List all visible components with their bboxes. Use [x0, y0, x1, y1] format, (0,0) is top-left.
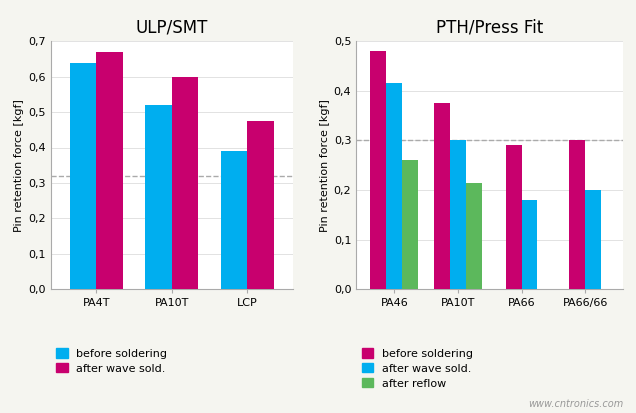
Bar	[96, 52, 123, 289]
Bar	[585, 190, 601, 289]
Bar	[434, 103, 450, 289]
Bar	[145, 105, 172, 289]
Title: ULP/SMT: ULP/SMT	[135, 19, 208, 37]
Bar	[466, 183, 482, 289]
Title: PTH/Press Fit: PTH/Press Fit	[436, 19, 543, 37]
Bar	[70, 62, 96, 289]
Legend: before soldering, after wave sold.: before soldering, after wave sold.	[57, 348, 167, 374]
Y-axis label: Pin retention force [kgf]: Pin retention force [kgf]	[14, 99, 24, 232]
Bar	[221, 151, 247, 289]
Bar	[522, 200, 537, 289]
Bar	[172, 77, 198, 289]
Bar	[247, 121, 273, 289]
Bar	[450, 140, 466, 289]
Text: www.cntronics.com: www.cntronics.com	[528, 399, 623, 409]
Bar	[387, 83, 402, 289]
Bar	[506, 145, 522, 289]
Bar	[569, 140, 585, 289]
Y-axis label: Pin retention force [kgf]: Pin retention force [kgf]	[319, 99, 329, 232]
Bar	[371, 51, 387, 289]
Legend: before soldering, after wave sold., after reflow: before soldering, after wave sold., afte…	[362, 348, 473, 389]
Bar	[402, 160, 418, 289]
